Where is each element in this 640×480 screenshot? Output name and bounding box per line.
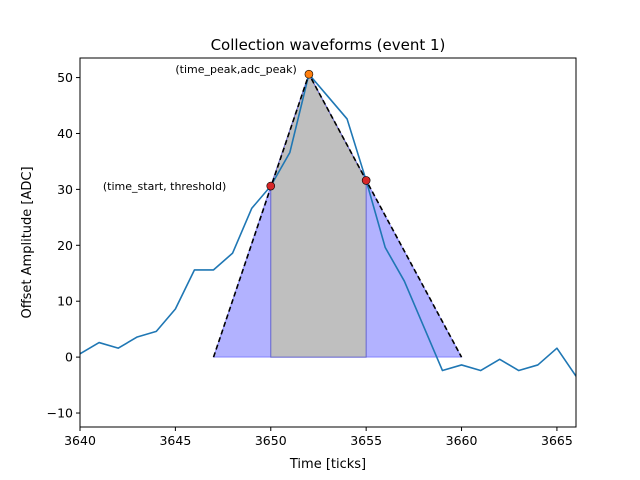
annotation-label: (time_start, threshold) [103,180,226,193]
x-tick-label: 3660 [446,433,478,448]
x-tick-label: 3650 [255,433,287,448]
y-tick-label: 30 [57,182,73,197]
inner-fill-area [270,72,367,358]
waveform-line [80,73,576,377]
x-tick-label: 3665 [541,433,573,448]
annotation-label: (time_peak,adc_peak) [175,63,296,76]
x-tick-label: 3645 [159,433,191,448]
y-tick-label: 10 [57,294,73,309]
x-tick-label: 3655 [350,433,382,448]
x-axis-label: Time [ticks] [289,457,366,472]
point-marker [304,69,314,79]
point-marker [266,181,276,191]
point-marker [361,176,371,185]
y-tick-label: 20 [57,238,73,253]
x-tick-label: 3640 [64,433,96,448]
y-tick-label: 0 [65,350,73,365]
y-axis-label: Offset Amplitude [ADC] [20,166,35,318]
plot-frame [79,57,577,428]
y-tick-label: 50 [57,70,73,85]
y-tick-label: 40 [57,126,73,141]
chart-title: Collection waveforms (event 1) [211,36,446,54]
y-tick-label: −10 [47,406,73,421]
